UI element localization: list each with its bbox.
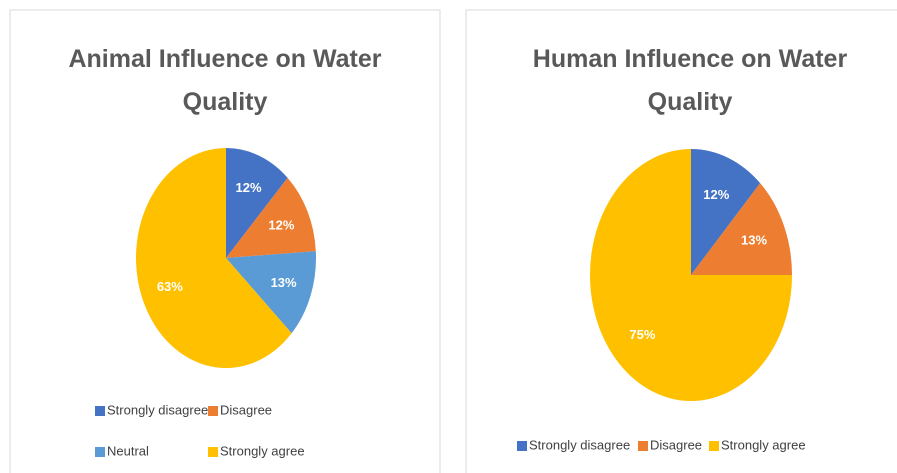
legend-swatch [208, 406, 218, 416]
pie-slice [691, 149, 761, 275]
pie-slice [590, 149, 792, 401]
title-line: Quality [648, 88, 733, 116]
title-line: Quality [183, 88, 268, 116]
pie-slice [691, 183, 792, 275]
data-label: 13% [271, 275, 297, 290]
legend-swatch [638, 441, 648, 451]
pie-slice [226, 177, 316, 258]
legend-label: Strongly disagree [529, 437, 630, 452]
legend-label: Disagree [650, 437, 702, 452]
legend-swatch [208, 447, 218, 457]
legend-label: Strongly disagree [107, 402, 208, 417]
chart-title: Human Influence on Water Quality [533, 45, 848, 116]
title-line: Animal Influence on Water [68, 45, 381, 73]
legend-swatch [517, 441, 527, 451]
chart-title: Animal Influence on Water Quality [68, 45, 381, 116]
pie-slice [226, 148, 288, 258]
legend-label: Disagree [220, 402, 272, 417]
legend-swatch [95, 447, 105, 457]
data-label: 13% [741, 232, 767, 247]
legend-label: Neutral [107, 443, 149, 458]
data-label: 12% [703, 187, 729, 202]
title-line: Human Influence on Water [533, 45, 848, 73]
legend-label: Strongly agree [721, 437, 806, 452]
legend-swatch [709, 441, 719, 451]
data-label: 75% [629, 327, 655, 342]
data-label: 63% [157, 279, 183, 294]
data-label: 12% [236, 180, 262, 195]
legend-label: Strongly agree [220, 443, 305, 458]
legend-swatch [95, 406, 105, 416]
pie-slice [135, 148, 292, 368]
pie-slice [226, 251, 317, 334]
data-label: 12% [268, 218, 294, 233]
